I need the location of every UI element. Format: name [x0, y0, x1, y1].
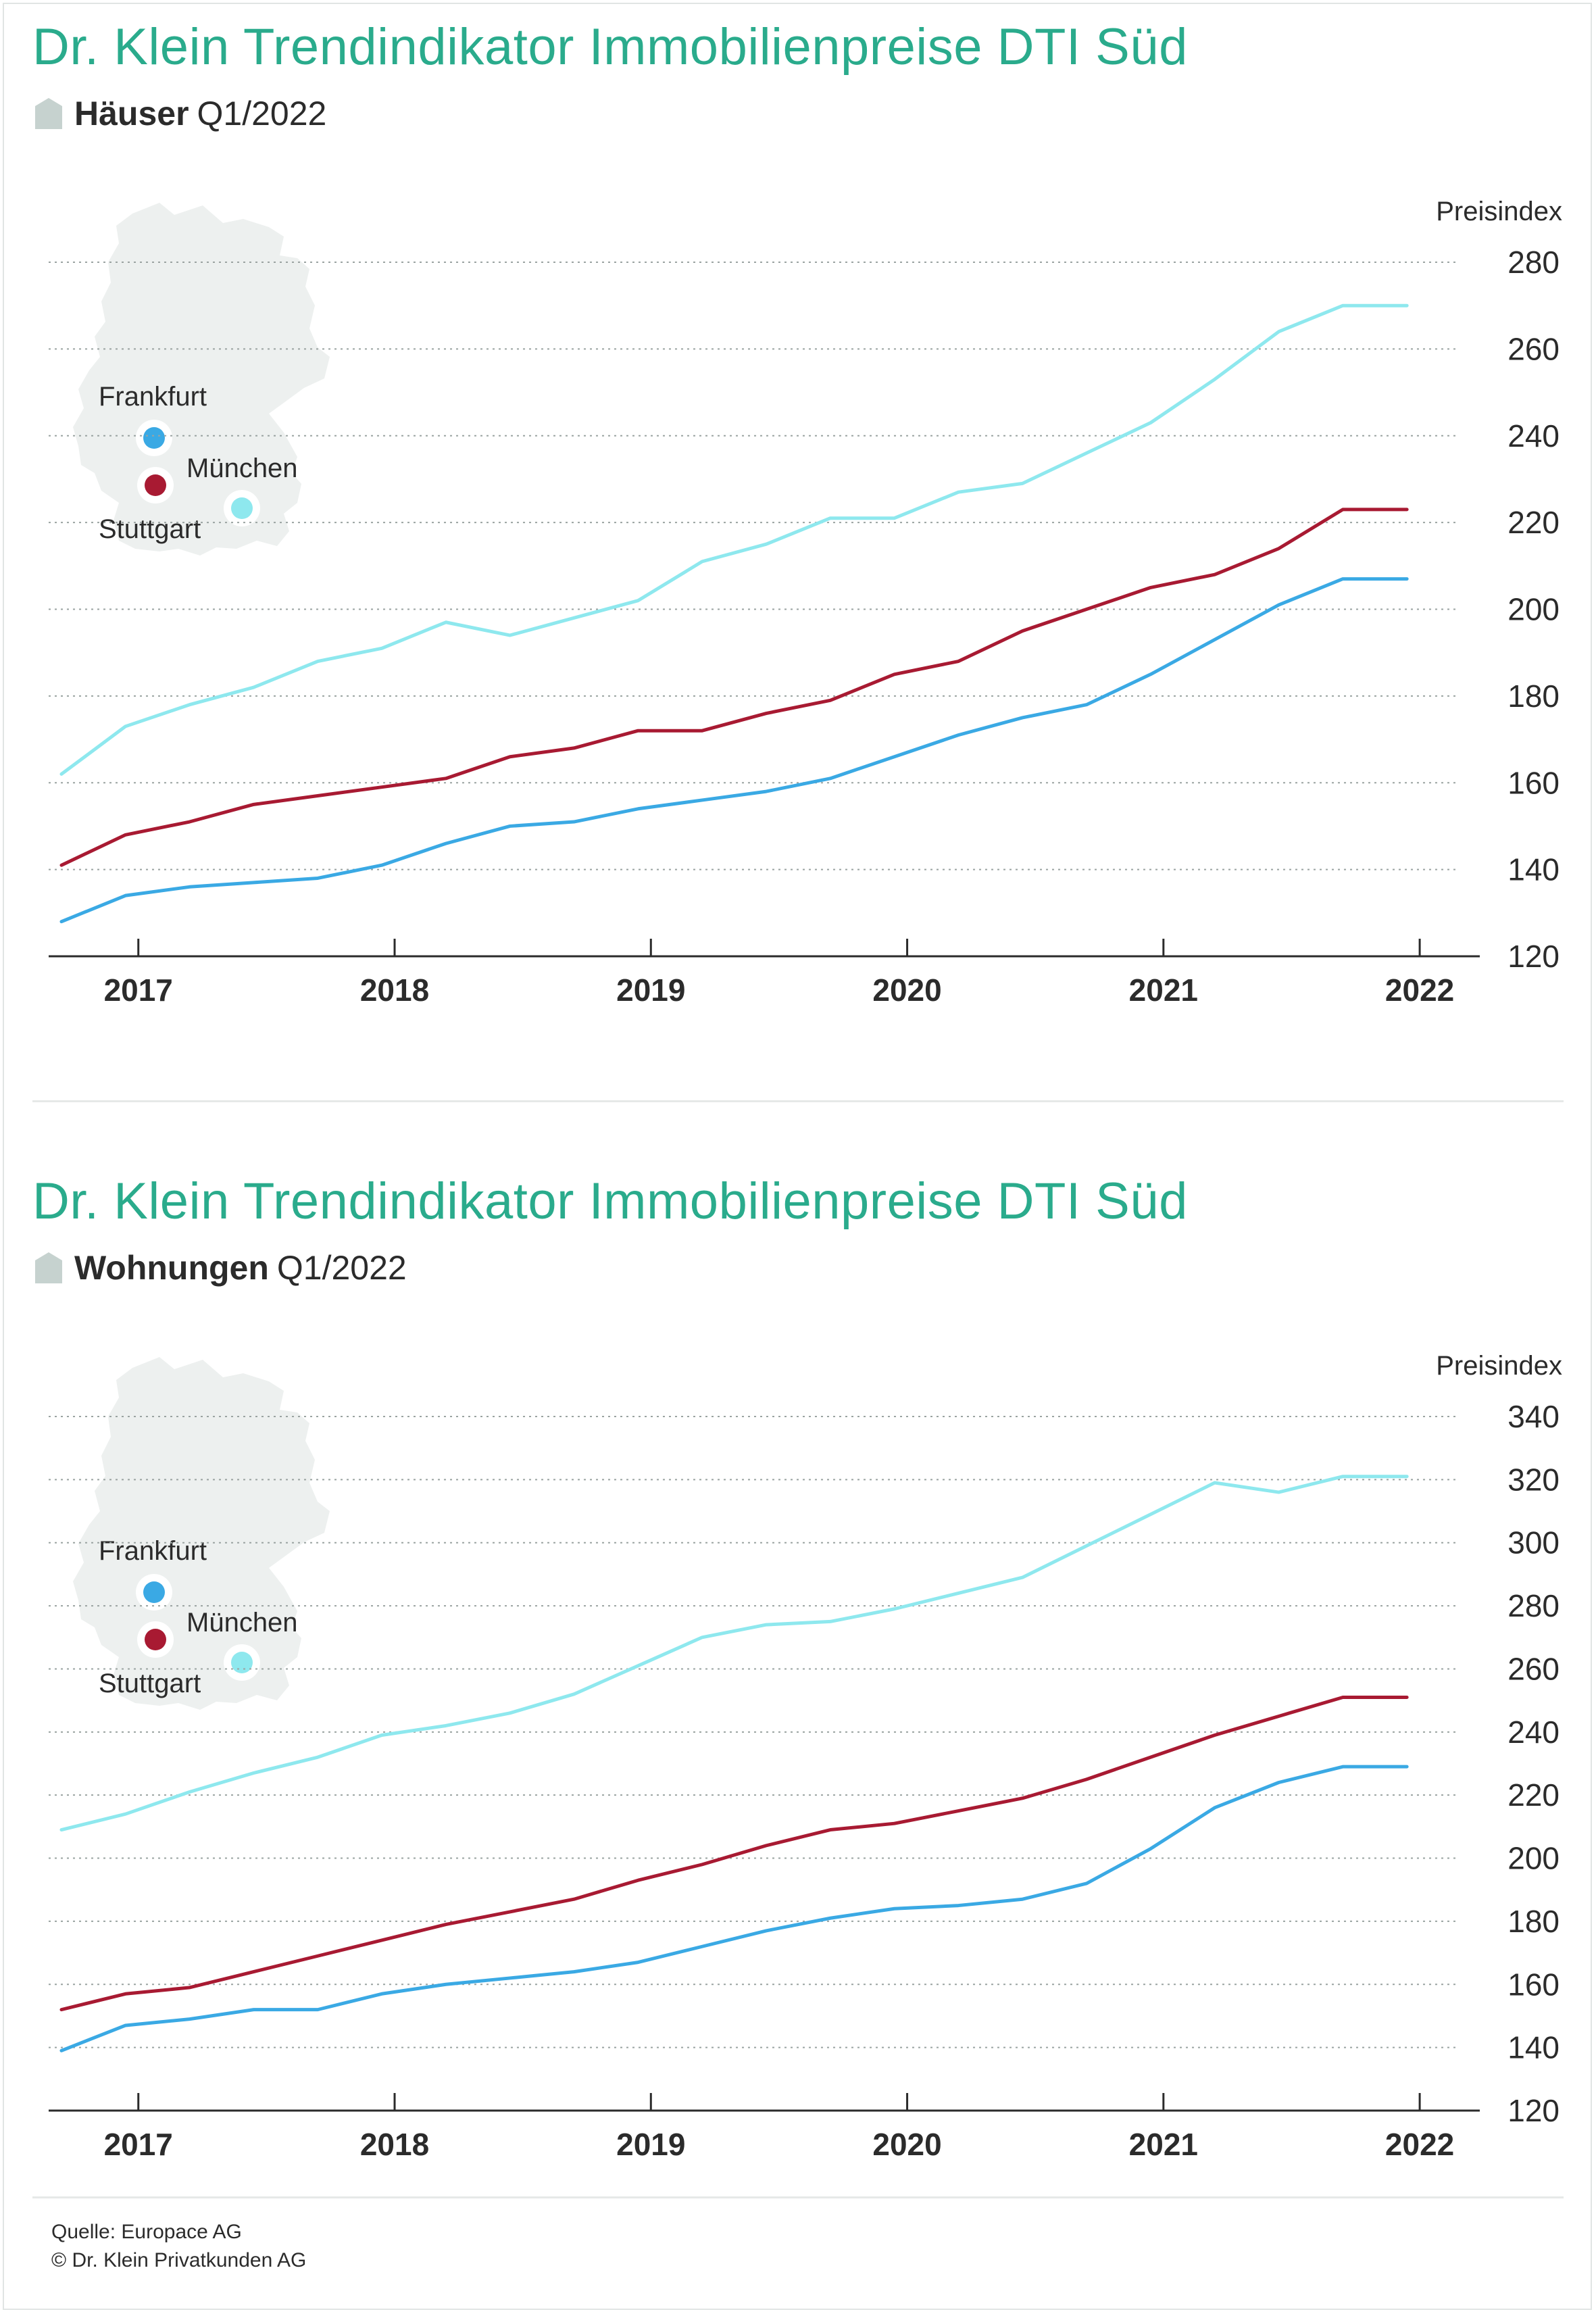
y-tick-label: 280	[1507, 1588, 1560, 1623]
y-tick-label: 140	[1507, 2030, 1560, 2065]
y-tick-label: 220	[1507, 1777, 1560, 1813]
series-line-frankfurt	[59, 577, 1409, 924]
y-tick-label: 180	[1507, 679, 1560, 714]
series-line-frankfurt	[59, 1765, 1409, 2052]
y-tick-label: 260	[1507, 331, 1560, 366]
germany-map	[73, 203, 330, 556]
x-tick-label: 2022	[1385, 973, 1454, 1008]
chart-panel-houses: Dr. Klein Trendindikator Immobilienpreis…	[0, 0, 1596, 1115]
legend-label: Stuttgart	[99, 514, 201, 544]
x-tick-label: 2019	[616, 973, 685, 1008]
y-tick-label: 300	[1507, 1525, 1560, 1560]
legend-marker-stuttgart	[231, 497, 253, 519]
y-tick-label: 240	[1507, 1715, 1560, 1750]
copyright-text: © Dr. Klein Privatkunden AG	[51, 2249, 307, 2271]
subtitle-period: Q1/2022	[276, 1249, 407, 1287]
legend-label: München	[186, 453, 298, 483]
legend-marker-stuttgart	[231, 1652, 253, 1673]
x-tick-label: 2022	[1385, 2127, 1454, 2162]
house-icon	[35, 98, 62, 129]
y-tick-label: 140	[1507, 852, 1560, 887]
section-divider	[32, 1100, 1564, 1102]
series-line-stuttgart	[59, 1475, 1409, 1832]
y-tick-label: 340	[1507, 1399, 1560, 1434]
line-chart-apartments: Frankfurt München Stuttgart 120 140 160 180 200…	[49, 1351, 1562, 2162]
x-tick-label: 2017	[104, 2127, 173, 2162]
x-tick-label: 2021	[1129, 973, 1198, 1008]
subtitle-type: Häuser	[74, 95, 189, 132]
chart-title: Dr. Klein Trendindikator Immobilienpreis…	[32, 18, 1188, 76]
x-tick-label: 2018	[360, 2127, 429, 2162]
x-tick-label: 2018	[360, 973, 429, 1008]
y-tick-label: 200	[1507, 1841, 1560, 1876]
series-line-stuttgart	[59, 303, 1409, 776]
series-line-münchen	[59, 508, 1409, 867]
y-tick-label: 180	[1507, 1904, 1560, 1939]
legend-marker-münchen	[145, 474, 166, 496]
chart-subtitle: Wohnungen Q1/2022	[34, 1246, 407, 1289]
y-tick-label: 160	[1507, 765, 1560, 800]
chart-panel-apartments: Dr. Klein Trendindikator Immobilienpreis…	[0, 1154, 1596, 2269]
legend-marker-frankfurt	[143, 1581, 165, 1603]
footer-divider	[32, 2196, 1564, 2198]
germany-map	[73, 1357, 330, 1710]
legend-label: Frankfurt	[99, 382, 207, 412]
x-tick-label: 2020	[872, 2127, 941, 2162]
legend-label: Frankfurt	[99, 1536, 207, 1566]
y-tick-label: 280	[1507, 245, 1560, 280]
y-axis-label: Preisindex	[1436, 197, 1562, 226]
chart-title: Dr. Klein Trendindikator Immobilienpreis…	[32, 1173, 1188, 1230]
y-axis-label: Preisindex	[1436, 1351, 1562, 1381]
y-tick-label: 200	[1507, 592, 1560, 627]
x-tick-label: 2020	[872, 973, 941, 1008]
page-frame	[3, 3, 1592, 2310]
y-tick-label: 260	[1507, 1651, 1560, 1686]
subtitle-period: Q1/2022	[197, 95, 327, 132]
legend-label: München	[186, 1608, 298, 1638]
legend-marker-münchen	[145, 1629, 166, 1650]
x-tick-label: 2017	[104, 973, 173, 1008]
series-line-münchen	[59, 1695, 1409, 2012]
line-chart-houses: Frankfurt München Stuttgart 120 140 160 180 200…	[49, 197, 1562, 1008]
legend-label: Stuttgart	[99, 1669, 201, 1698]
house-icon	[35, 1252, 62, 1283]
chart-subtitle: Häuser Q1/2022	[34, 92, 326, 135]
x-tick-label: 2019	[616, 2127, 685, 2162]
y-tick-label: 160	[1507, 1967, 1560, 2002]
y-tick-label: 220	[1507, 505, 1560, 540]
source-text: Quelle: Europace AG	[51, 2221, 242, 2243]
y-tick-label: 120	[1507, 939, 1560, 974]
x-tick-label: 2021	[1129, 2127, 1198, 2162]
y-tick-label: 320	[1507, 1462, 1560, 1497]
y-tick-label: 240	[1507, 418, 1560, 453]
footer: Quelle: Europace AG © Dr. Klein Privatku…	[51, 2218, 306, 2275]
y-tick-label: 120	[1507, 2093, 1560, 2128]
legend-marker-frankfurt	[143, 427, 165, 449]
subtitle-type: Wohnungen	[74, 1249, 269, 1287]
